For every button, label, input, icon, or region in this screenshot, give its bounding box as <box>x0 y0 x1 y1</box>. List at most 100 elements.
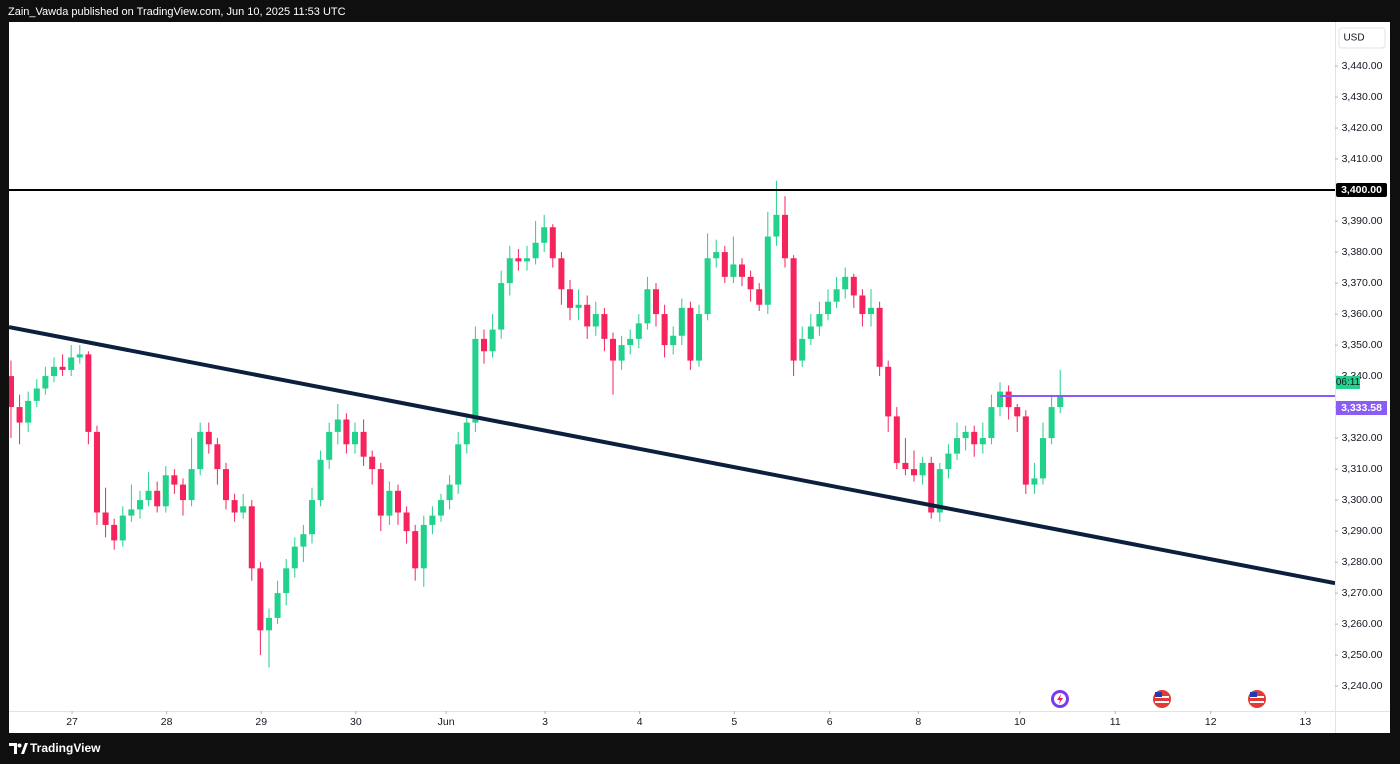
candle-body <box>412 531 419 569</box>
candle-body <box>489 329 496 352</box>
y-tick-label: 3,430.00 <box>1342 91 1383 103</box>
candle-body <box>283 568 290 594</box>
currency-label: USD <box>1343 33 1364 44</box>
candle-body <box>102 512 109 525</box>
candle-body <box>1040 438 1047 479</box>
candle-body <box>618 345 625 361</box>
candle-body <box>76 354 83 358</box>
x-tick-label: 5 <box>731 716 737 728</box>
candle-body <box>747 276 754 290</box>
x-tick-label: 27 <box>66 716 78 728</box>
last-price-label: 3,333.58 <box>1341 402 1382 414</box>
candle-body <box>351 431 359 445</box>
candle-body <box>609 338 617 361</box>
candle-body <box>979 438 986 445</box>
candle-body <box>343 419 350 445</box>
x-tick-label: 30 <box>350 716 362 728</box>
logo-slash <box>21 743 28 754</box>
candle-body <box>1048 407 1055 439</box>
candle-body <box>773 214 780 237</box>
candle-body <box>945 453 952 470</box>
logo-dot <box>17 743 22 748</box>
y-tick-label: 3,350.00 <box>1342 339 1383 351</box>
candle-body <box>799 338 806 361</box>
y-tick-label: 3,270.00 <box>1342 587 1383 599</box>
candle-body <box>369 456 376 470</box>
candle-body <box>549 227 556 259</box>
candle-body <box>403 512 410 532</box>
candle-body <box>859 295 866 315</box>
event-icons <box>1051 690 1266 708</box>
candle-body <box>68 357 75 370</box>
x-tick-label: 3 <box>542 716 548 728</box>
y-tick-label: 3,300.00 <box>1342 494 1383 506</box>
candle-body <box>59 366 66 370</box>
y-tick-label: 3,290.00 <box>1342 525 1383 537</box>
candle-body <box>145 490 152 501</box>
candle-body <box>893 416 900 463</box>
candle-body <box>50 366 57 377</box>
x-tick-label: 8 <box>915 716 921 728</box>
y-tick-label: 3,260.00 <box>1342 618 1383 630</box>
candle-body <box>231 500 238 513</box>
x-tick-label: 10 <box>1014 716 1026 728</box>
candle-body <box>429 515 436 525</box>
candle-body <box>850 276 857 296</box>
brand-name: TradingView <box>30 741 101 755</box>
candle-body <box>515 258 522 262</box>
candle-body <box>154 490 161 507</box>
candle-body <box>575 304 582 308</box>
candle-body <box>919 462 926 476</box>
y-tick-label: 3,390.00 <box>1342 215 1383 227</box>
x-tick-label: 28 <box>161 716 173 728</box>
candle-body <box>532 242 539 259</box>
candle-body <box>825 301 832 315</box>
candle-body <box>652 289 660 315</box>
candle-body <box>971 431 978 445</box>
y-tick-label: 3,320.00 <box>1342 432 1383 444</box>
candle-body <box>205 431 212 445</box>
candle-body <box>308 500 315 535</box>
candle-body <box>222 469 229 501</box>
candle-body <box>42 376 49 389</box>
chart-panel <box>9 22 1390 733</box>
candle-body <box>1014 407 1021 417</box>
candle-body <box>171 475 178 485</box>
candle-body <box>885 366 892 417</box>
y-tick-label: 3,360.00 <box>1342 308 1383 320</box>
candle-body <box>644 289 651 324</box>
candle-body <box>1005 391 1012 408</box>
hline-price-label: 3,400.00 <box>1341 184 1382 196</box>
candle-body <box>214 444 221 470</box>
candle-body <box>1057 395 1064 408</box>
candle-body <box>541 227 548 243</box>
candle-body <box>420 524 427 569</box>
candle-body <box>188 469 195 501</box>
candle-body <box>833 289 840 302</box>
currency-box[interactable] <box>1338 27 1386 49</box>
candle-body <box>566 289 574 308</box>
event-icon-bolt <box>1057 694 1063 704</box>
candle-body <box>128 509 135 516</box>
candle-body <box>997 391 1004 408</box>
candle-body <box>265 617 272 631</box>
candle-body <box>816 314 823 327</box>
candle-body <box>162 475 169 507</box>
candle-body <box>179 484 186 501</box>
trendline <box>9 325 1335 586</box>
candle-body <box>730 264 737 277</box>
candle-body <box>670 335 677 346</box>
candle-body <box>274 593 281 618</box>
candle-body <box>291 546 298 569</box>
candle-body <box>437 500 445 516</box>
candle-body <box>704 258 711 315</box>
candle-body <box>326 431 333 460</box>
candle-body <box>394 490 402 513</box>
candle-body <box>678 307 685 336</box>
candle-body <box>713 252 720 259</box>
candle-body <box>463 422 470 445</box>
candle-body <box>902 462 909 470</box>
x-tick-label: 13 <box>1299 716 1311 728</box>
candle-body <box>592 314 599 327</box>
